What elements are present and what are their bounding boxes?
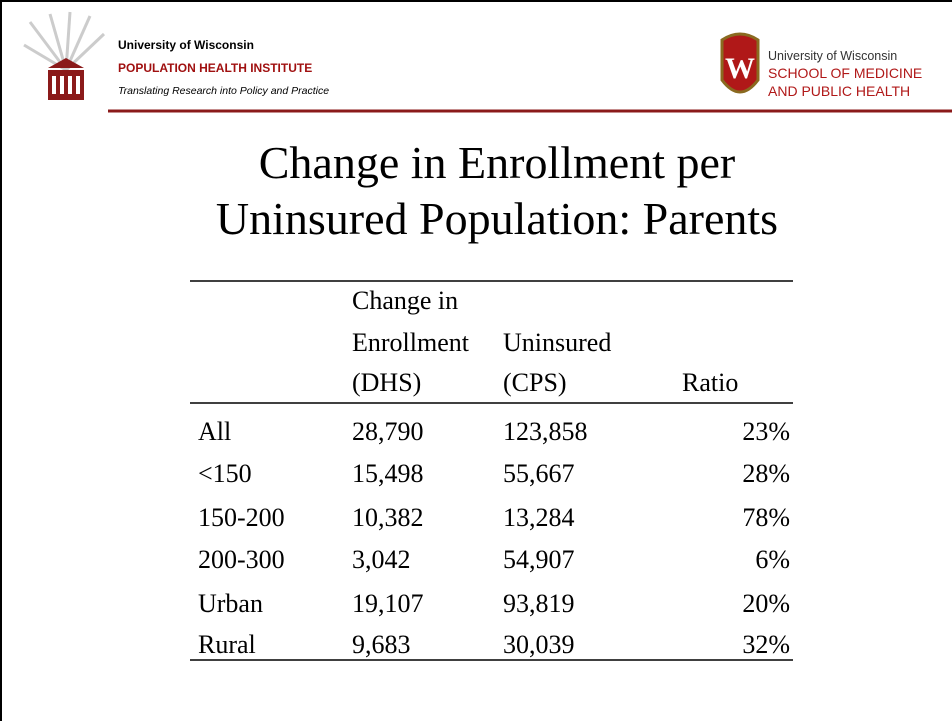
table-cell: 123,858 xyxy=(503,417,588,446)
column-header: Enrollment xyxy=(352,328,470,357)
row-label: 150-200 xyxy=(198,503,285,532)
table-cell: 54,907 xyxy=(503,545,575,574)
table-cell: 55,667 xyxy=(503,459,575,488)
header-left-line1: University of Wisconsin xyxy=(118,38,254,52)
svg-text:W: W xyxy=(725,52,755,85)
header-right-line1: University of Wisconsin xyxy=(768,49,897,63)
table-cell: 19,107 xyxy=(352,589,424,618)
table-cell: 3,042 xyxy=(352,545,411,574)
institute-logo xyxy=(23,11,106,100)
row-label: Urban xyxy=(198,589,263,618)
table-cell: 28% xyxy=(742,459,790,488)
column-header: Change in xyxy=(352,286,458,315)
table-cell: 78% xyxy=(742,503,790,532)
school-crest: W xyxy=(720,32,760,94)
header-left-line3: Translating Research into Policy and Pra… xyxy=(118,85,329,97)
row-label: All xyxy=(198,417,231,446)
table-cell: 28,790 xyxy=(352,417,424,446)
row-label: <150 xyxy=(198,459,252,488)
column-header: (CPS) xyxy=(503,368,567,397)
row-label: Rural xyxy=(198,630,256,659)
column-header: (DHS) xyxy=(352,368,421,397)
column-header: Uninsured xyxy=(503,328,611,357)
header-right-line3: AND PUBLIC HEALTH xyxy=(768,83,910,99)
table-cell: 30,039 xyxy=(503,630,575,659)
header-left-line2: POPULATION HEALTH INSTITUTE xyxy=(118,61,312,75)
table-cell: 20% xyxy=(742,589,790,618)
column-header: Ratio xyxy=(682,368,738,397)
table-cell: 9,683 xyxy=(352,630,411,659)
header-right-line2: SCHOOL OF MEDICINE xyxy=(768,65,922,81)
table-cell: 13,284 xyxy=(503,503,575,532)
row-label: 200-300 xyxy=(198,545,285,574)
table-cell: 23% xyxy=(742,417,790,446)
table-cell: 32% xyxy=(742,630,790,659)
table-cell: 6% xyxy=(755,545,790,574)
table-cell: 93,819 xyxy=(503,589,575,618)
table-cell: 10,382 xyxy=(352,503,424,532)
title-line: Uninsured Population: Parents xyxy=(216,193,778,244)
table-cell: 15,498 xyxy=(352,459,424,488)
title-line: Change in Enrollment per xyxy=(259,137,736,188)
